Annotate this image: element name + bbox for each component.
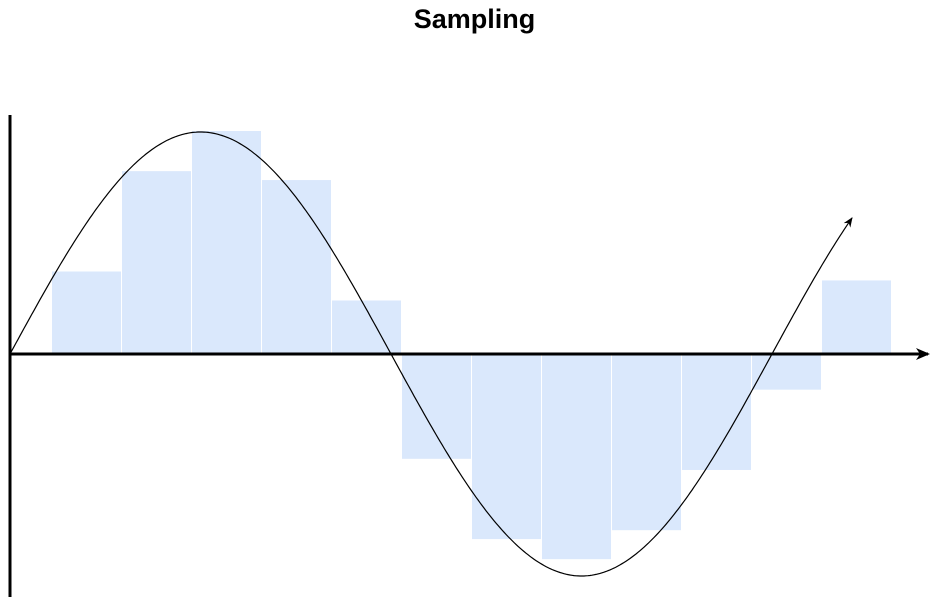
sample-bar [402, 354, 471, 459]
sample-bar [262, 180, 331, 354]
diagram-title: Sampling [413, 4, 536, 34]
sample-bar [122, 171, 191, 354]
sine-curve [9, 131, 853, 577]
sample-bar [752, 354, 821, 390]
sample-bar [612, 354, 681, 531]
sample-bar [472, 354, 541, 540]
sample-bar [822, 280, 891, 354]
sample-bar [192, 131, 261, 354]
sample-bar [542, 354, 611, 560]
sample-bars [52, 131, 891, 560]
sample-bar [52, 271, 121, 354]
